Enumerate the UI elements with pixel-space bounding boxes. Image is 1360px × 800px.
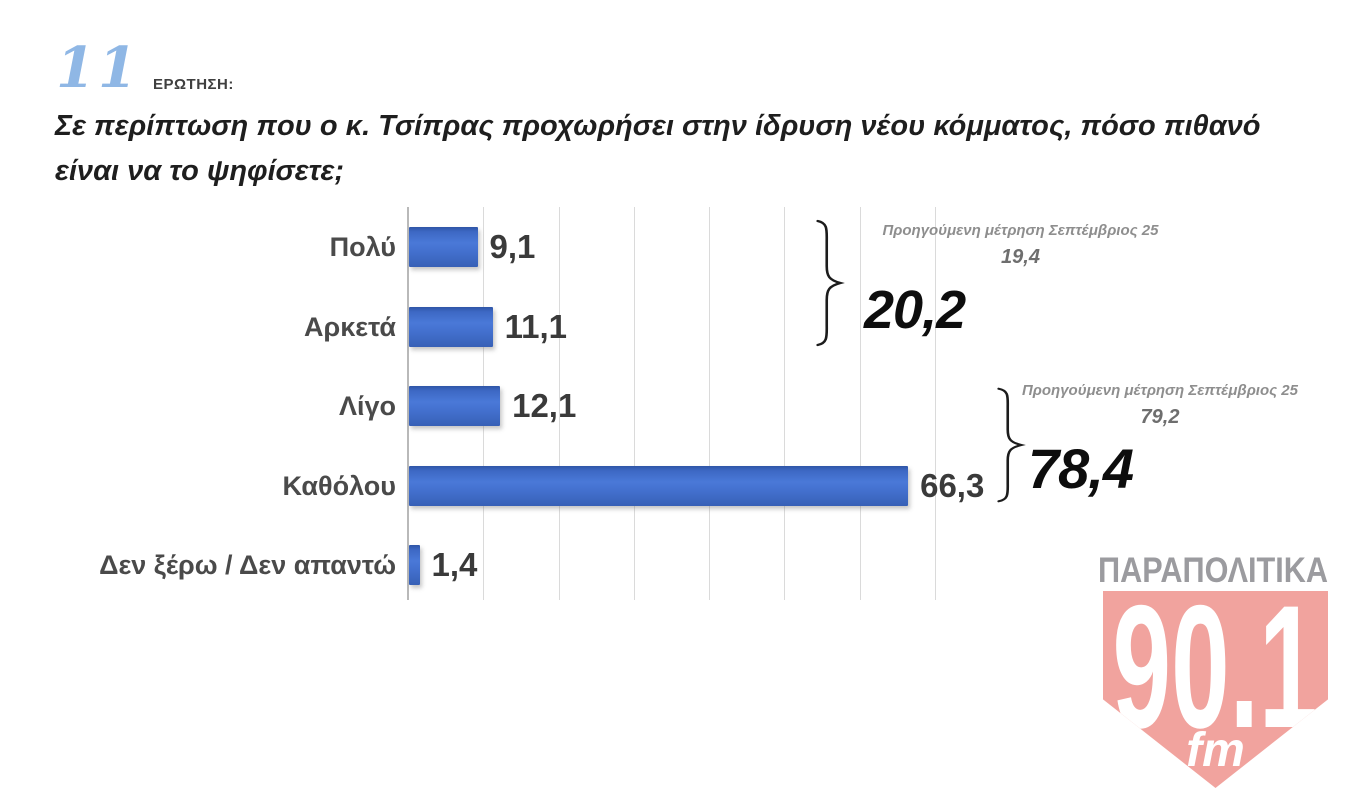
bar xyxy=(409,306,493,347)
brace-icon xyxy=(997,387,1026,503)
svg-text:90.1: 90.1 xyxy=(1113,591,1318,741)
gridline xyxy=(784,207,786,600)
annotation-total: 20,2 xyxy=(864,280,966,340)
logo-wordmark: ΠΑΡΑΠΟΛΙΤΙΚΑ xyxy=(1098,551,1328,590)
bar xyxy=(409,465,909,506)
value-label: 12,1 xyxy=(512,387,577,424)
plot-area: 9,1 11,1 12,1 66,3 1,4 xyxy=(407,207,984,600)
category-label: Δεν ξέρω / Δεν απαντώ xyxy=(99,550,396,580)
value-label: 1,4 xyxy=(431,546,478,583)
category-label: Λίγο xyxy=(338,391,396,421)
gridline xyxy=(859,207,861,600)
annotation-total: 78,4 xyxy=(1028,437,1134,500)
logo-band: fm xyxy=(1186,724,1245,777)
question-number: 11 xyxy=(56,35,140,101)
question-label: ΕΡΩΤΗΣΗ: xyxy=(153,76,234,93)
gridline xyxy=(935,207,936,600)
annotation-previous-label: Προηγούμενη μέτρηση Σεπτέμβριος 25 xyxy=(1022,382,1298,399)
bar xyxy=(409,227,478,267)
logo-frequency: 90.1 xyxy=(1113,591,1318,741)
value-label: 9,1 xyxy=(489,228,536,265)
value-label: 11,1 xyxy=(504,307,568,345)
category-label: Καθόλου xyxy=(282,470,396,501)
logo-badge: 90.1 fm xyxy=(1103,591,1328,788)
page-title: Σε περίπτωση που ο κ. Τσίπρας προχωρήσει… xyxy=(55,110,1261,187)
bar xyxy=(409,545,420,585)
y-axis-line xyxy=(407,207,409,600)
annotation-previous-value: 19,4 xyxy=(1001,246,1040,268)
gridline xyxy=(558,207,560,600)
bar xyxy=(409,386,501,426)
gridline xyxy=(709,207,711,600)
category-label: Αρκετά xyxy=(304,311,396,342)
annotation-previous-label: Προηγούμενη μέτρηση Σεπτέμβριος 25 xyxy=(882,222,1159,239)
annotation-previous-value: 79,2 xyxy=(1140,406,1180,428)
gridline xyxy=(633,207,635,600)
category-label: Πολύ xyxy=(329,232,396,262)
station-logo: ΠΑΡΑΠΟΛΙΤΙΚΑ 90.1 fm xyxy=(1096,550,1332,788)
brace-icon xyxy=(816,219,845,347)
value-label: 66,3 xyxy=(920,466,985,504)
logo-station-name: ΠΑΡΑΠΟΛΙΤΙΚΑ xyxy=(1098,551,1328,590)
